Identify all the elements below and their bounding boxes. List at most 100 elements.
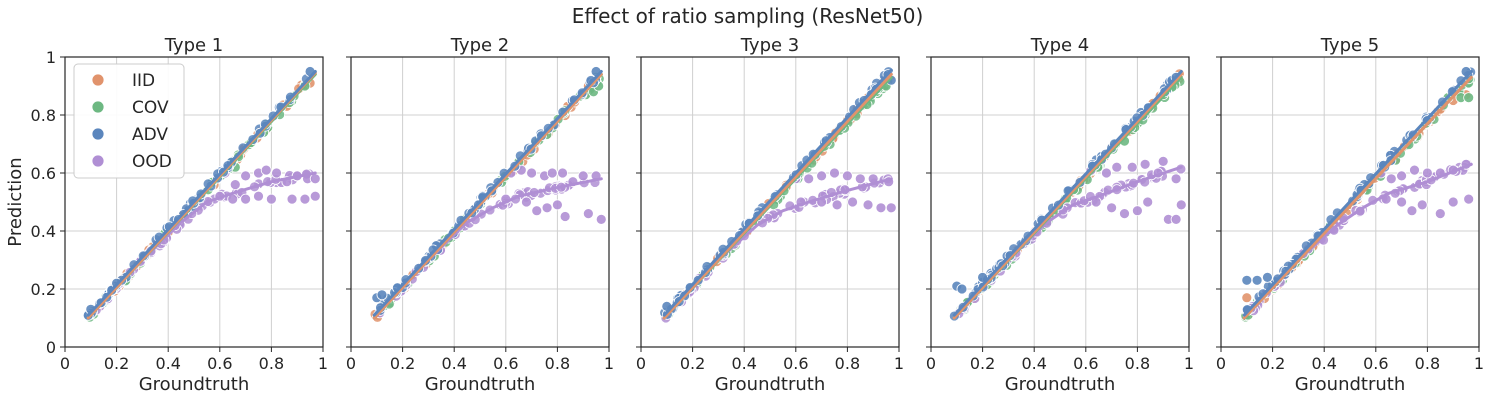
y-tick-label: 0.8: [31, 106, 56, 125]
scatter-point-iid: [1241, 292, 1253, 304]
figure-title: Effect of ratio sampling (ResNet50): [571, 4, 924, 28]
scatter-point-ood: [1132, 205, 1143, 217]
axes-frame: [1220, 56, 1480, 348]
scatter-point-ood: [1119, 208, 1130, 220]
scatter-point-ood: [1385, 173, 1397, 185]
x-tick-label: 0: [346, 354, 356, 373]
legend-box: [73, 63, 185, 179]
scatter-point-ood: [1106, 202, 1117, 214]
axes-frame: [350, 56, 610, 348]
scatter-point-ood: [1416, 199, 1428, 211]
x-tick-label: 0.2: [390, 354, 415, 373]
scatter-point-ood: [1409, 164, 1420, 176]
x-tick-label: 0.8: [259, 354, 284, 373]
scatter-point-adv: [1251, 274, 1263, 286]
scatter-point-ood: [559, 211, 571, 222]
scatter-point-ood: [229, 179, 241, 191]
y-tick-label: 1: [46, 48, 56, 67]
scatter-point-ood: [803, 173, 815, 185]
legend-marker-ood: [91, 154, 105, 168]
scatter-point-ood: [1447, 196, 1459, 208]
x-tick-label: 0.2: [680, 354, 705, 373]
scatter-point-ood: [1406, 205, 1418, 217]
y-tick-label: 0.4: [31, 222, 56, 241]
legend-label-adv: ADV: [132, 125, 168, 145]
legend-marker-adv: [91, 127, 105, 141]
x-tick-label: 0.8: [835, 354, 860, 373]
scatter-point-ood: [1396, 170, 1407, 182]
scatter-point-ood: [541, 202, 553, 214]
scatter-point-ood: [1170, 213, 1182, 225]
x-tick-label: 0.8: [1415, 354, 1440, 373]
scatter-point-ood: [1139, 158, 1151, 170]
y-axis-label: Prediction: [5, 157, 26, 246]
scatter-point-adv: [376, 289, 388, 301]
x-tick-label: 0.6: [1363, 354, 1388, 373]
x-tick-label: 0.6: [783, 354, 808, 373]
scatter-point-ood: [309, 173, 321, 185]
scatter-point-ood: [1175, 199, 1187, 211]
x-tick-label: 0.2: [970, 354, 995, 373]
scatter-point-adv: [956, 283, 968, 295]
scatter-point-ood: [577, 170, 589, 182]
trend-line-adv: [1242, 70, 1473, 317]
scatter-point-ood: [521, 196, 532, 208]
x-tick-label: 0: [636, 354, 646, 373]
x-tick-label: 0: [1216, 354, 1226, 373]
x-tick-label: 0.4: [731, 354, 756, 373]
legend-marker-iid: [91, 73, 105, 87]
scatter-point-ood: [1157, 155, 1169, 167]
legend-label-cov: COV: [132, 98, 169, 118]
scatter-point-ood: [552, 199, 563, 211]
x-axis-label: Groundtruth: [1005, 374, 1116, 395]
scatter-point-ood: [271, 167, 282, 179]
scatter-point-ood: [1170, 173, 1182, 185]
trend-line-iid: [662, 72, 893, 320]
trend-line-iid: [1242, 75, 1473, 320]
trend-line-adv: [372, 70, 603, 317]
scatter-point-ood: [875, 202, 887, 214]
y-tick-label: 0.2: [31, 280, 56, 299]
scatter-point-ood: [265, 193, 277, 205]
x-tick-label: 0.8: [1125, 354, 1150, 373]
scatter-point-ood: [299, 193, 311, 205]
scatter-point-ood: [842, 170, 853, 182]
trend-line-adv: [952, 70, 1183, 317]
scatter-point-ood: [1142, 196, 1154, 208]
x-tick-label: 0.4: [441, 354, 466, 373]
scatter-point-ood: [847, 196, 858, 208]
x-tick-label: 0.4: [1021, 354, 1046, 373]
scatter-point-ood: [1422, 167, 1433, 179]
scatter-point-ood: [816, 170, 827, 182]
scatter-point-ood: [1111, 161, 1123, 173]
subplot-title: Type 4: [1030, 35, 1090, 56]
trend-line-adv: [662, 68, 893, 317]
scatter-point-adv: [1262, 271, 1273, 283]
x-axis-label: Groundtruth: [425, 374, 536, 395]
x-tick-label: 0.4: [155, 354, 180, 373]
x-tick-label: 1: [604, 354, 614, 373]
scatter-point-ood: [862, 199, 874, 211]
x-tick-label: 0.6: [207, 354, 232, 373]
y-tick-label: 0.6: [31, 164, 56, 183]
x-tick-label: 0.2: [1260, 354, 1285, 373]
x-axis-label: Groundtruth: [1295, 374, 1406, 395]
scatter-point-ood: [240, 193, 252, 205]
scatter-point-ood: [831, 199, 843, 211]
trend-line-iid: [372, 72, 603, 320]
axes-frame: [640, 56, 900, 348]
scatter-point-ood: [546, 167, 558, 179]
x-tick-label: 0: [926, 354, 936, 373]
axes-frame: [930, 56, 1190, 348]
scatter-point-ood: [582, 208, 594, 220]
x-tick-label: 0.6: [493, 354, 518, 373]
subplot-title: Type 5: [1320, 35, 1380, 56]
x-axis-label: Groundtruth: [715, 374, 826, 395]
x-tick-label: 1: [1474, 354, 1484, 373]
scatter-point-ood: [557, 167, 568, 179]
scatter-point-ood: [885, 202, 897, 214]
scatter-point-ood: [854, 173, 866, 185]
scatter-point-ood: [1101, 167, 1112, 179]
subplot-title: Type 2: [450, 35, 510, 56]
scatter-point-ood: [309, 190, 321, 202]
